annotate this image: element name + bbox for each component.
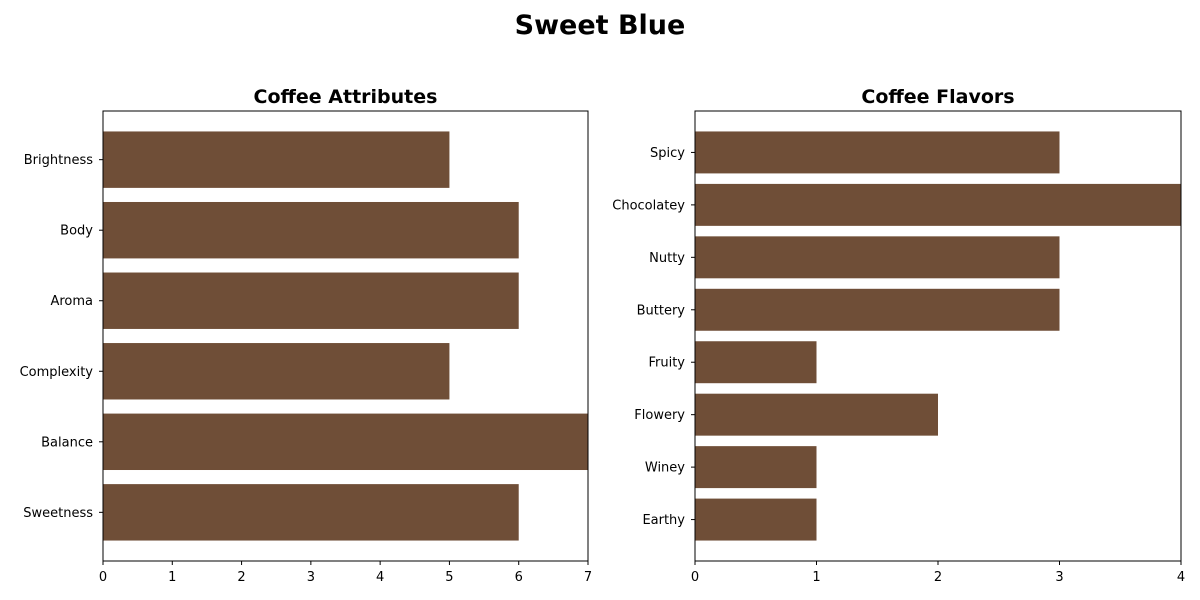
y-tick-label: Fruity <box>648 356 685 371</box>
y-tick-label: Winey <box>645 461 685 476</box>
y-tick-label: Earthy <box>642 513 685 528</box>
chart-title: Coffee Flavors <box>861 86 1014 108</box>
bar-sweetness <box>103 484 519 541</box>
x-tick-label: 1 <box>168 570 176 585</box>
bar-fruity <box>695 341 817 384</box>
bar-body <box>103 201 519 259</box>
axes-frame <box>102 110 589 562</box>
y-tick-label: Body <box>60 224 93 239</box>
bar-chocolatey <box>695 183 1181 226</box>
y-tick-label: Nutty <box>649 251 685 266</box>
bar-balance <box>103 413 588 471</box>
axes-frame <box>694 110 1182 562</box>
x-tick-label: 0 <box>691 570 699 585</box>
bar-buttery <box>695 288 1060 331</box>
x-tick-label: 6 <box>515 570 523 585</box>
y-tick-label: Spicy <box>650 146 685 161</box>
x-tick-label: 3 <box>307 570 315 585</box>
chart-title: Coffee Attributes <box>254 86 438 108</box>
y-tick-label: Buttery <box>637 303 686 318</box>
x-tick-label: 4 <box>1177 570 1185 585</box>
y-tick-label: Flowery <box>634 408 685 423</box>
bar-complexity <box>103 343 450 400</box>
y-tick-label: Complexity <box>20 365 94 380</box>
x-tick-label: 2 <box>237 570 245 585</box>
x-tick-label: 4 <box>376 570 384 585</box>
bar-winey <box>695 446 817 489</box>
y-tick-label: Aroma <box>50 294 93 309</box>
x-tick-label: 3 <box>1055 570 1063 585</box>
x-tick-label: 2 <box>934 570 942 585</box>
x-tick-label: 5 <box>445 570 453 585</box>
x-tick-label: 7 <box>584 570 592 585</box>
y-tick-label: Balance <box>41 435 93 450</box>
attributes-chart: Coffee Attributes Brightness Body Aroma Comp… <box>20 86 593 585</box>
y-tick-label: Brightness <box>24 153 93 168</box>
x-tick-label: 0 <box>99 570 107 585</box>
bar-earthy <box>695 498 817 541</box>
figure-title: Sweet Blue <box>515 10 686 41</box>
bar-nutty <box>695 236 1060 279</box>
bar-flowery <box>695 393 938 436</box>
y-tick-label: Chocolatey <box>612 198 685 213</box>
flavors-chart: Coffee Flavors Spicy Chocolatey Nutty Butter… <box>612 86 1185 585</box>
bar-spicy <box>695 131 1060 174</box>
y-tick-label: Sweetness <box>23 506 93 521</box>
bar-aroma <box>103 272 519 329</box>
x-tick-label: 1 <box>812 570 820 585</box>
bar-brightness <box>103 131 450 188</box>
